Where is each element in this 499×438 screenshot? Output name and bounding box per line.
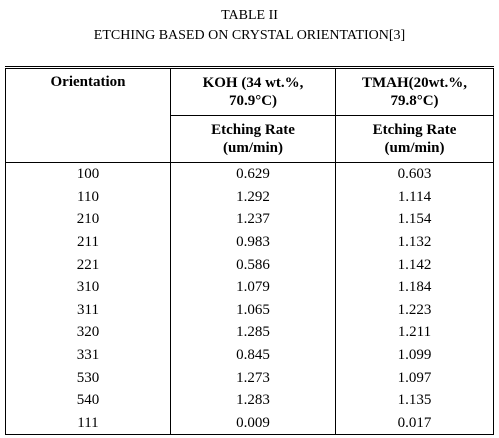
table-cell: 1.237	[170, 208, 336, 231]
column-subheader: Etching Rate (um/min)	[335, 115, 494, 163]
column-header: TMAH(20wt.%, 79.8°C)	[335, 66, 494, 116]
table-cell: 320	[5, 321, 171, 344]
table-cell: 540	[5, 388, 171, 412]
table-row: 310 1.079 1.184	[5, 275, 494, 299]
table-head: Orientation KOH (34 wt.%, 70.9°C) TMAH(20wt…	[5, 66, 494, 163]
header-line: KOH (34 wt.%,	[202, 75, 304, 91]
table-row: 530 1.273 1.097	[5, 366, 494, 389]
table-cell: 1.142	[335, 253, 494, 276]
table-row: 540 1.283 1.135	[5, 388, 494, 412]
table-row: 211 0.983 1.132	[5, 230, 494, 254]
table-cell: 310	[5, 275, 171, 299]
table-cell: 100	[5, 162, 171, 186]
header-line: Etching Rate	[211, 122, 295, 138]
table-row: 110 1.292 1.114	[5, 185, 494, 209]
table-cell: 1.065	[170, 298, 336, 322]
table-cell: 1.154	[335, 208, 494, 231]
table-cell: 211	[5, 230, 171, 254]
table-cell: 1.292	[170, 185, 336, 209]
header-line: Orientation	[50, 74, 126, 90]
table-cell: 311	[5, 298, 171, 322]
table-cell: 0.845	[170, 343, 336, 367]
table-cell: 1.285	[170, 321, 336, 344]
table-cell: 1.079	[170, 275, 336, 299]
column-header: KOH (34 wt.%, 70.9°C)	[170, 66, 336, 116]
table-cell: 0.629	[170, 162, 336, 186]
table-cell: 1.184	[335, 275, 494, 299]
table-cell: 1.283	[170, 388, 336, 412]
table-cell: 210	[5, 208, 171, 231]
table-row: 100 0.629 0.603	[5, 162, 494, 186]
table-body: 100 0.629 0.603 110 1.292 1.114 210 1.237 1.154 2…	[5, 162, 494, 436]
header-line: 79.8°C)	[390, 93, 439, 109]
table-cell: 1.114	[335, 185, 494, 209]
table-cell: 0.017	[335, 411, 494, 436]
table-cell: 530	[5, 366, 171, 389]
column-subheader: Etching Rate (um/min)	[170, 115, 336, 163]
table-row: 331 0.845 1.099	[5, 343, 494, 367]
table-cell: 1.132	[335, 230, 494, 254]
header-line: (um/min)	[223, 140, 283, 156]
table-cell: 110	[5, 185, 171, 209]
column-header: Orientation	[5, 66, 171, 163]
table-cell: 0.586	[170, 253, 336, 276]
table-row: 210 1.237 1.154	[5, 208, 494, 231]
subheader-row: Etching Rate (um/min) Etching Rate (um/min)	[6, 115, 494, 163]
table-cell: 221	[5, 253, 171, 276]
table-cell: 1.097	[335, 366, 494, 389]
table-cell: 1.099	[335, 343, 494, 367]
header-line: TMAH(20wt.%,	[362, 75, 467, 91]
data-table: Orientation KOH (34 wt.%, 70.9°C) TMAH(20wt…	[5, 66, 494, 436]
table-cell: 0.983	[170, 230, 336, 254]
table-row: 221 0.586 1.142	[5, 253, 494, 276]
table-row: 311 1.065 1.223	[5, 298, 494, 322]
header-line: (um/min)	[384, 140, 445, 156]
header-line: 70.9°C)	[228, 93, 278, 109]
table-row: 320 1.285 1.211	[5, 321, 494, 344]
table-row: 111 0.009 0.017	[5, 411, 494, 436]
header-line: Etching Rate	[372, 122, 457, 138]
table-cell: 0.603	[335, 162, 494, 186]
table-cell: 111	[5, 411, 171, 436]
table-cell: 0.009	[170, 411, 336, 436]
table-title: ETCHING BASED ON CRYSTAL ORIENTATION[3]	[93, 28, 406, 43]
table-cell: 1.273	[170, 366, 336, 389]
table-cell: 1.135	[335, 388, 494, 412]
header-row: Orientation KOH (34 wt.%, 70.9°C) TMAH(20wt…	[5, 66, 494, 163]
table-cell: 331	[5, 343, 171, 367]
table-cell: 1.223	[335, 298, 494, 322]
table-cell: 1.211	[335, 321, 494, 344]
table-label: TABLE II	[221, 8, 278, 23]
